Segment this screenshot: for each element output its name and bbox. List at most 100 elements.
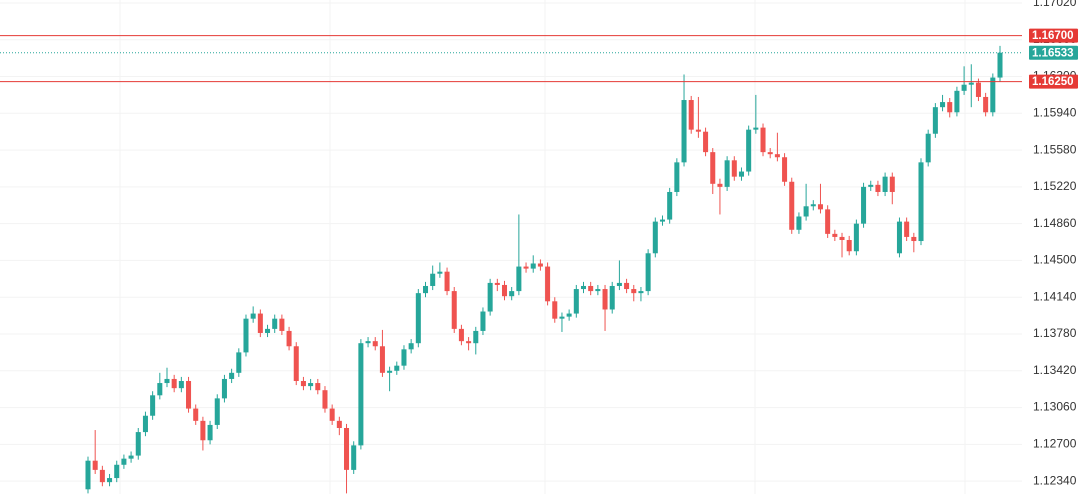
candle-body	[681, 100, 687, 163]
candle-body	[695, 129, 701, 132]
candle-body	[114, 464, 120, 479]
candle-body	[408, 343, 414, 350]
candle-body	[875, 184, 881, 192]
candle-body	[925, 133, 931, 163]
candle-body	[760, 127, 766, 153]
candle-body	[523, 266, 529, 269]
candle-body	[810, 204, 816, 207]
candle-body	[846, 240, 852, 252]
candle-body	[422, 285, 429, 294]
y-tick-label: 1.13060	[1033, 400, 1077, 414]
candle-body	[710, 152, 716, 184]
candle-body	[473, 330, 479, 344]
candle-body	[221, 378, 227, 399]
candle-body	[430, 273, 436, 286]
candle-body	[344, 427, 350, 470]
candle-body	[609, 285, 615, 310]
candle-body	[602, 289, 608, 310]
candle-body	[911, 236, 917, 242]
candle-body	[372, 341, 378, 347]
candle-body	[437, 271, 443, 274]
candle-body	[92, 460, 98, 470]
candle-body	[193, 408, 199, 421]
candle-body	[186, 380, 192, 409]
candle-body	[279, 318, 285, 331]
y-tick-label: 1.15220	[1033, 179, 1077, 193]
y-tick-label: 1.14860	[1033, 216, 1077, 230]
candle-body	[530, 263, 536, 269]
candle-body	[358, 343, 364, 446]
candle-body	[853, 223, 859, 252]
y-tick-label: 1.13780	[1033, 326, 1077, 340]
candle-body	[990, 77, 996, 113]
candle-body	[351, 445, 357, 470]
candle-body	[566, 313, 572, 317]
candle-body	[674, 162, 680, 192]
candle-body	[631, 289, 637, 294]
candle-body	[509, 291, 515, 297]
candle-body	[394, 365, 400, 371]
candle-body	[961, 84, 967, 91]
price-label-box	[1029, 28, 1078, 43]
candle-body	[379, 346, 385, 373]
y-tick-label: 1.15580	[1033, 142, 1077, 156]
candle-body	[99, 469, 105, 483]
candle-body	[767, 152, 773, 155]
y-axis: 1.170201.166601.163001.159401.155801.152…	[1033, 0, 1077, 487]
candle-body	[868, 184, 874, 187]
candle-body	[293, 346, 299, 381]
candle-body	[516, 266, 522, 292]
candle-body	[839, 236, 845, 241]
candle-body	[832, 233, 838, 237]
candle-body	[595, 289, 601, 292]
candle-body	[659, 219, 666, 222]
candle-body	[688, 100, 694, 130]
horizontal-grid	[0, 2, 1022, 482]
candle-body	[336, 420, 342, 428]
candle-body	[918, 162, 924, 242]
candle-body	[559, 316, 565, 319]
candle-body	[817, 204, 823, 210]
candle-body	[494, 282, 500, 285]
candle-body	[300, 380, 306, 387]
candle-body	[214, 398, 220, 425]
candle-body	[825, 209, 831, 234]
candle-body	[200, 420, 206, 441]
candle-body	[746, 129, 752, 172]
candle-body	[624, 282, 630, 290]
price-label: 1.16700	[1032, 30, 1074, 42]
candle-body	[315, 383, 321, 391]
candle-body	[236, 352, 242, 373]
candle-body	[789, 181, 795, 230]
candle-body	[322, 390, 328, 409]
candle-body	[724, 160, 730, 187]
candle-body	[272, 318, 278, 329]
candle-body	[997, 52, 1003, 78]
y-tick-label: 1.17020	[1033, 0, 1077, 9]
candle-body	[652, 221, 658, 254]
candle-body	[171, 378, 177, 389]
vertical-grid	[119, 0, 966, 494]
candle-body	[703, 131, 709, 153]
candle-body	[645, 253, 651, 292]
candle-body	[365, 341, 371, 344]
candle-body	[667, 191, 673, 220]
candle-body	[638, 291, 644, 294]
candle-body	[121, 458, 127, 465]
candle-body	[501, 284, 508, 297]
candle-body	[947, 102, 953, 113]
candle-body	[588, 285, 594, 292]
candle-body	[85, 460, 91, 490]
candle-body	[164, 378, 170, 384]
candle-body	[150, 395, 156, 416]
candle-body	[142, 415, 148, 433]
candle-body	[616, 282, 622, 286]
candle-body	[157, 383, 163, 396]
candle-body	[537, 263, 543, 267]
candle-body	[458, 328, 464, 342]
candle-body	[286, 330, 292, 347]
candle-body	[889, 176, 895, 192]
candle-body	[552, 301, 558, 319]
